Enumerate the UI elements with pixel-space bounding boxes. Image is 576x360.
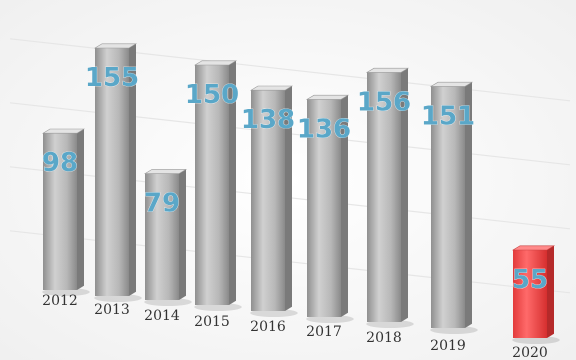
bar-2016 [249,85,298,317]
x-axis-ticks: 2012 2013 2014 2015 2016 2017 2018 2019 2020 [42,293,548,360]
bar-2019 [429,81,478,334]
bar-side [547,245,554,338]
bar-side [77,129,84,290]
x-tick-2020: 2020 [512,345,548,360]
value-label-2013: 155 [85,63,139,93]
bar-front [145,173,179,300]
bar-top [143,169,188,174]
bar-front [307,99,341,318]
bar-top [93,43,138,49]
x-tick-2014: 2014 [144,308,180,324]
bar-top [193,60,238,66]
bar-top [429,81,474,87]
bar-2015 [193,60,242,311]
bar-front [251,90,285,311]
bar-side [179,169,186,300]
bar-top [249,85,294,91]
bar-front [43,133,77,290]
bar-front [195,65,229,305]
bar-side [341,95,348,317]
bar-top [41,128,86,134]
bar-side [285,86,292,311]
bar-2017 [305,94,354,323]
bar-side [401,68,408,322]
x-tick-2019: 2019 [430,338,466,354]
x-tick-2017: 2017 [306,324,342,340]
value-label-2016: 138 [241,105,295,135]
x-tick-2012: 2012 [42,293,78,309]
bar-2014 [143,169,192,306]
value-label-2012: 98 [42,148,78,178]
bar-top [365,67,410,73]
bar-2012 [41,128,90,296]
bar-front [513,250,547,338]
bars [41,43,560,344]
x-tick-2013: 2013 [94,302,130,318]
value-label-2020: 55 [512,265,548,295]
bar-front [431,86,465,329]
x-tick-2018: 2018 [366,330,402,346]
bar-2020 [511,245,560,344]
value-label-2019: 151 [421,101,475,131]
value-label-2017: 136 [297,114,351,144]
bar-top [305,94,350,100]
x-tick-2015: 2015 [194,314,230,330]
bar-side [129,43,136,296]
value-label-2018: 156 [357,87,411,117]
x-tick-2016: 2016 [250,319,286,335]
value-label-2014: 79 [144,189,180,219]
bar-side [465,82,472,328]
bar-2013 [93,43,142,302]
bar-top [511,245,556,251]
bar-2018 [365,67,414,328]
bar-front [367,72,401,323]
bar-front [95,48,129,296]
bar-side [229,60,236,305]
value-label-2015: 150 [185,80,239,110]
